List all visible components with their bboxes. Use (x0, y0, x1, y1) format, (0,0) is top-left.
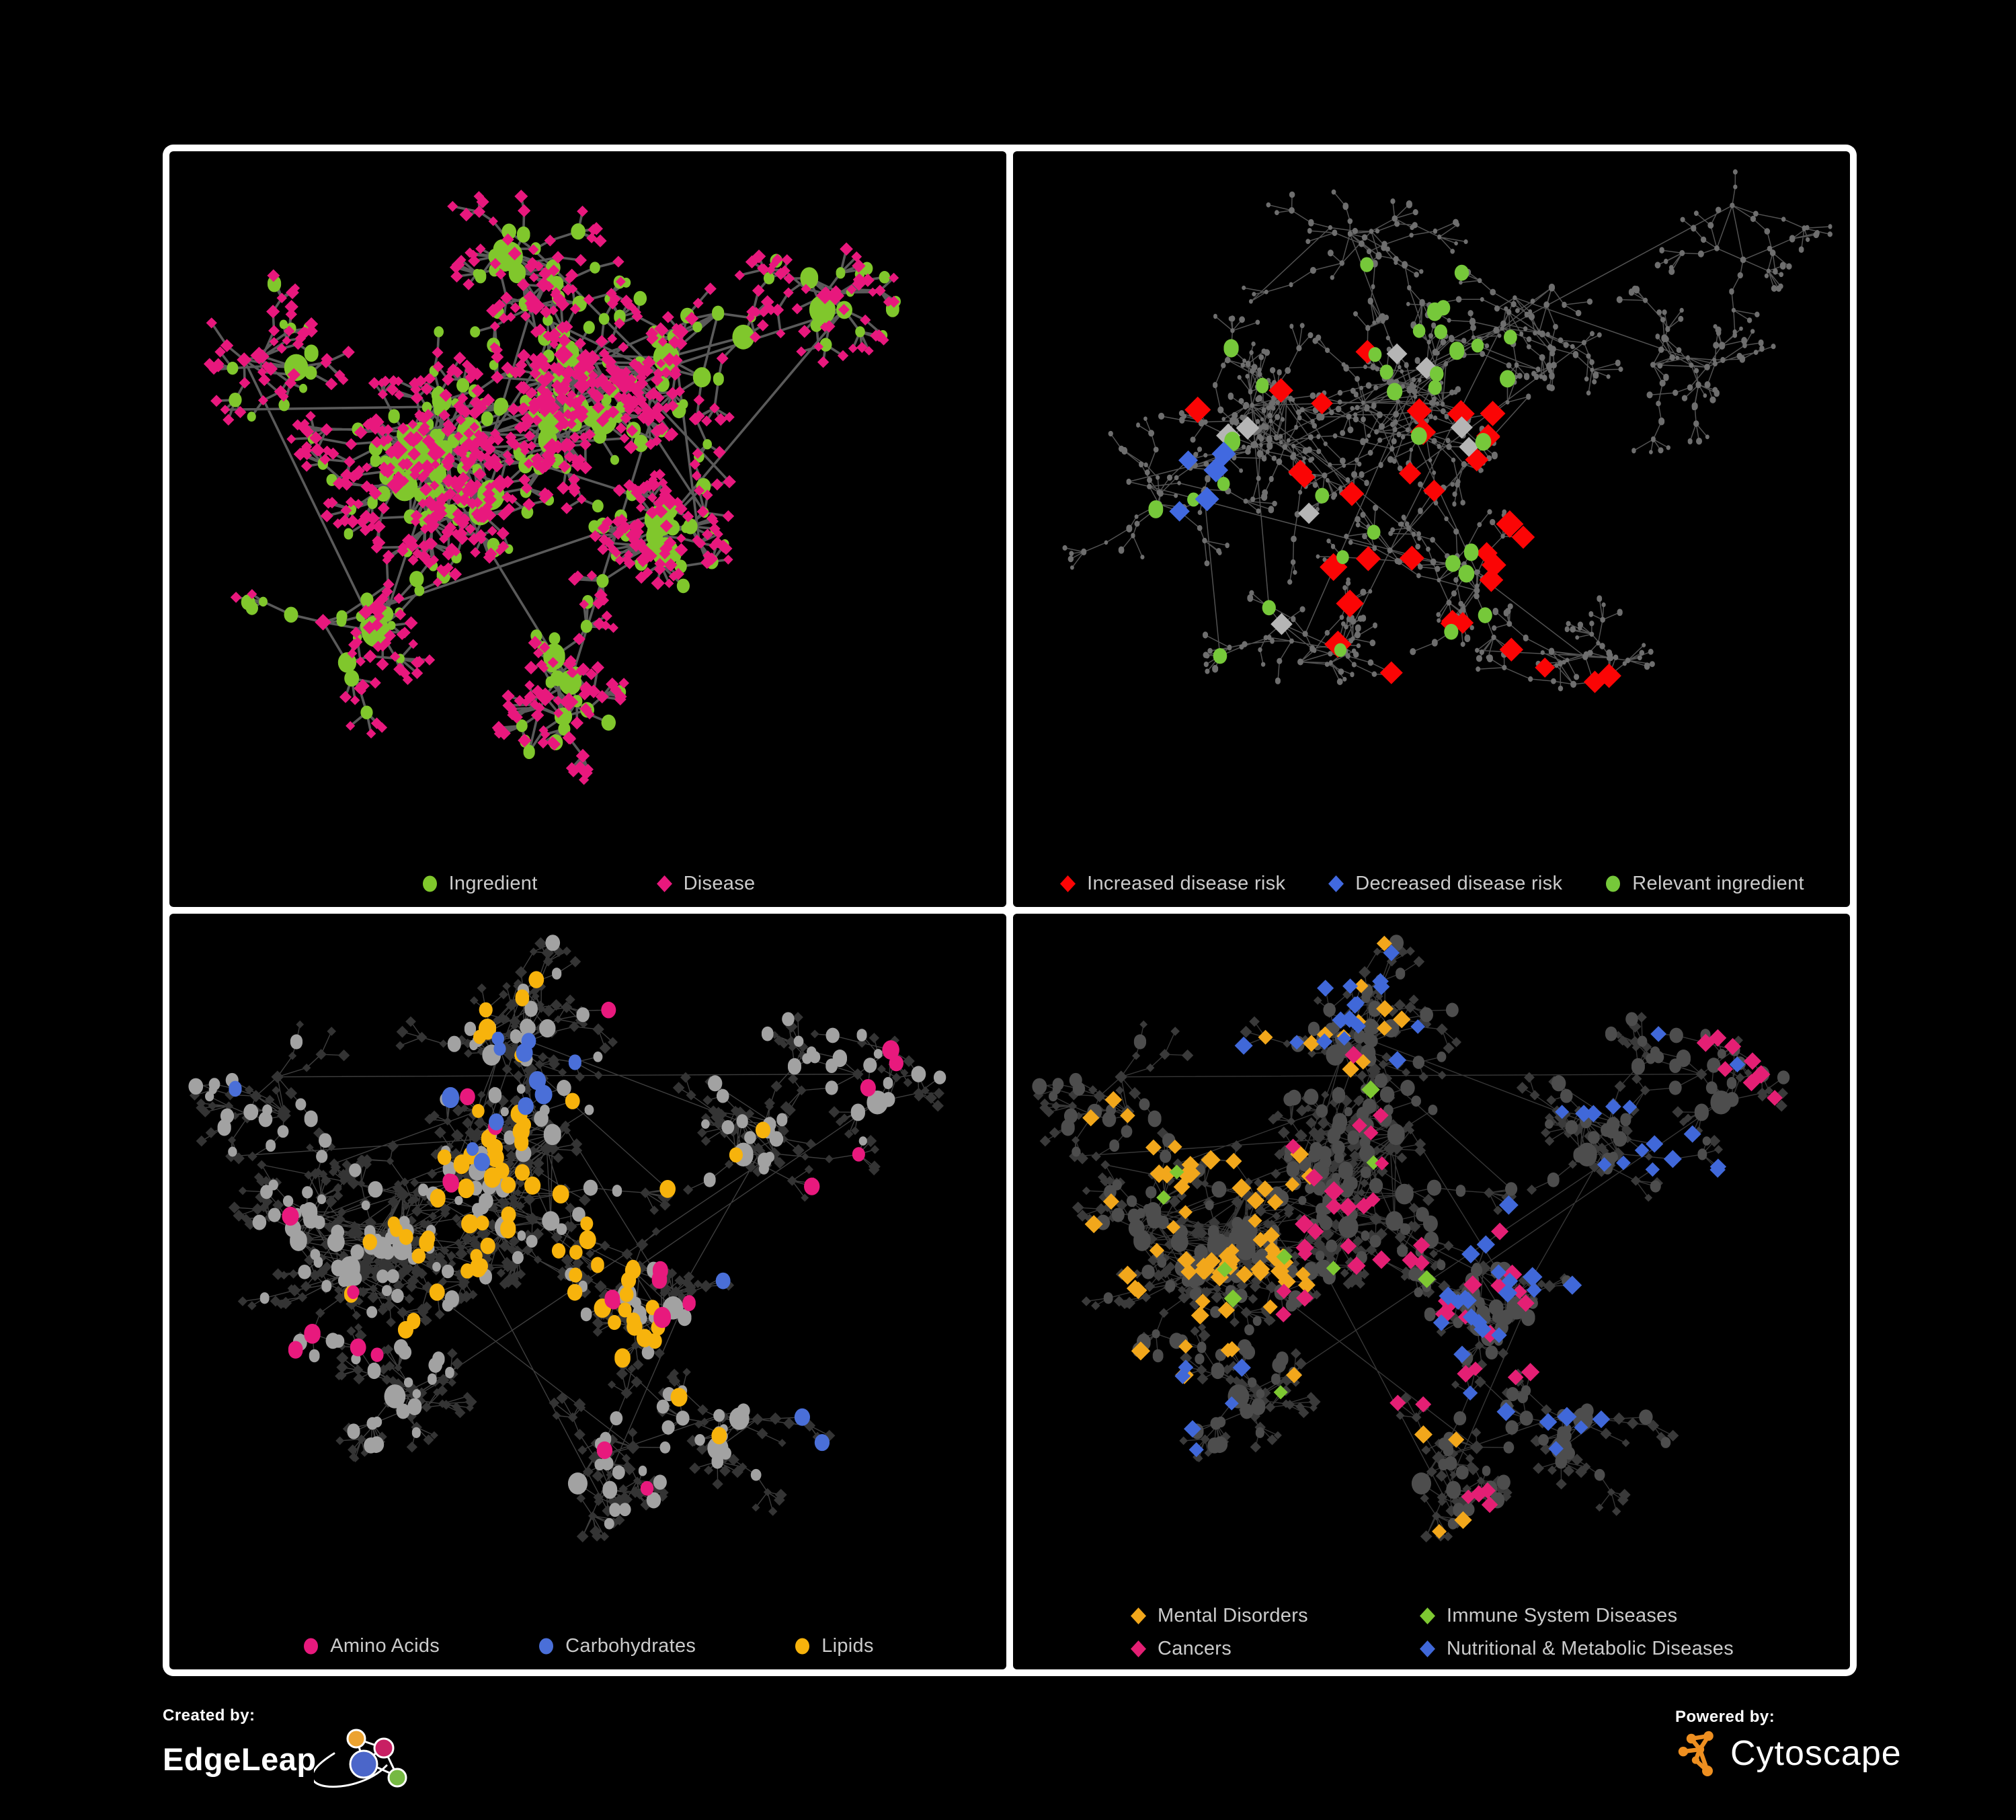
edgeleap-wordmark: EdgeLeap (163, 1741, 317, 1777)
legend-label: Relevant ingredient (1632, 873, 1804, 894)
created-by-label: Created by: (163, 1706, 255, 1725)
legend-label: Disease (683, 873, 756, 894)
legend-label: Carbohydrates (565, 1635, 696, 1657)
panel-ingredient-classes: Amino Acids Carbohydrates Lipids (169, 914, 1006, 1669)
disease-risk-legend: Increased disease risk Decreased disease … (1013, 873, 1850, 895)
cytoscape-credit: Powered by: Cytoscape (1675, 1708, 1902, 1779)
legend-label: Ingredient (448, 873, 538, 894)
edgeleap-logo: EdgeLeap (163, 1727, 415, 1791)
legend-label: Immune System Diseases (1446, 1605, 1678, 1626)
legend-item-carbohydrates: Carbohydrates (537, 1635, 696, 1657)
diamond-marker-icon (1130, 1640, 1146, 1657)
circle-marker-icon (1606, 875, 1621, 892)
edgeleap-credit: Created by: EdgeLeap (163, 1706, 415, 1791)
figure-grid: Ingredient Disease Increased disease risk… (163, 145, 1857, 1676)
edgeleap-network-icon (313, 1729, 407, 1788)
panel-disease-risk: Increased disease risk Decreased disease … (1013, 151, 1850, 907)
ingredient-classes-legend: Amino Acids Carbohydrates Lipids (169, 1635, 1006, 1657)
legend-label: Nutritional & Metabolic Diseases (1446, 1638, 1734, 1659)
diamond-marker-icon (1419, 1640, 1435, 1657)
disease-risk-network-svg (1062, 169, 1832, 693)
legend-item-decreased-disease-risk: Decreased disease risk (1327, 873, 1562, 895)
diamond-marker-icon (1130, 1608, 1146, 1624)
legend-item-immune-system-diseases: Immune System Diseases (1418, 1605, 1734, 1627)
legend-item-increased-disease-risk: Increased disease risk (1059, 873, 1285, 895)
ingredient-classes-network-svg (188, 935, 946, 1543)
legend-item-mental-disorders: Mental Disorders (1129, 1605, 1418, 1627)
diamond-marker-icon (1419, 1608, 1435, 1624)
legend-label: Amino Acids (330, 1635, 440, 1657)
cytoscape-logo: Cytoscape (1675, 1728, 1902, 1779)
disease-classes-legend: Mental Disorders Immune System Diseases Ca… (1013, 1605, 1850, 1660)
diamond-marker-icon (656, 875, 672, 892)
legend-item-amino-acids: Amino Acids (302, 1635, 440, 1657)
legend-item-cancers: Cancers (1129, 1638, 1418, 1660)
ingredient-disease-legend: Ingredient Disease (169, 873, 1006, 895)
diamond-marker-icon (1328, 875, 1344, 892)
circle-marker-icon (539, 1638, 554, 1655)
legend-label: Cancers (1157, 1638, 1232, 1659)
panel-disease-classes: Mental Disorders Immune System Diseases Ca… (1013, 914, 1850, 1669)
legend-label: Increased disease risk (1087, 873, 1286, 894)
panel-ingredient-disease: Ingredient Disease (169, 151, 1006, 907)
cytoscape-wordmark: Cytoscape (1730, 1734, 1902, 1773)
circle-marker-icon (795, 1638, 810, 1655)
legend-item-nutritional-metabolic-diseases: Nutritional & Metabolic Diseases (1418, 1638, 1734, 1660)
legend-item-lipids: Lipids (793, 1635, 874, 1657)
legend-label: Lipids (821, 1635, 874, 1657)
powered-by-label: Powered by: (1675, 1708, 1775, 1726)
legend-label: Mental Disorders (1157, 1605, 1308, 1626)
legend-item-ingredient: Ingredient (421, 873, 538, 895)
diamond-marker-icon (1060, 875, 1076, 892)
legend-label: Decreased disease risk (1355, 873, 1563, 894)
legend-item-relevant-ingredient: Relevant ingredient (1604, 873, 1804, 895)
ingredient-disease-network-svg (203, 190, 901, 785)
legend-item-disease: Disease (655, 873, 756, 895)
cytoscape-icon (1678, 1731, 1713, 1776)
circle-marker-icon (304, 1638, 319, 1655)
disease-classes-network-svg (1032, 935, 1790, 1543)
circle-marker-icon (422, 875, 437, 892)
